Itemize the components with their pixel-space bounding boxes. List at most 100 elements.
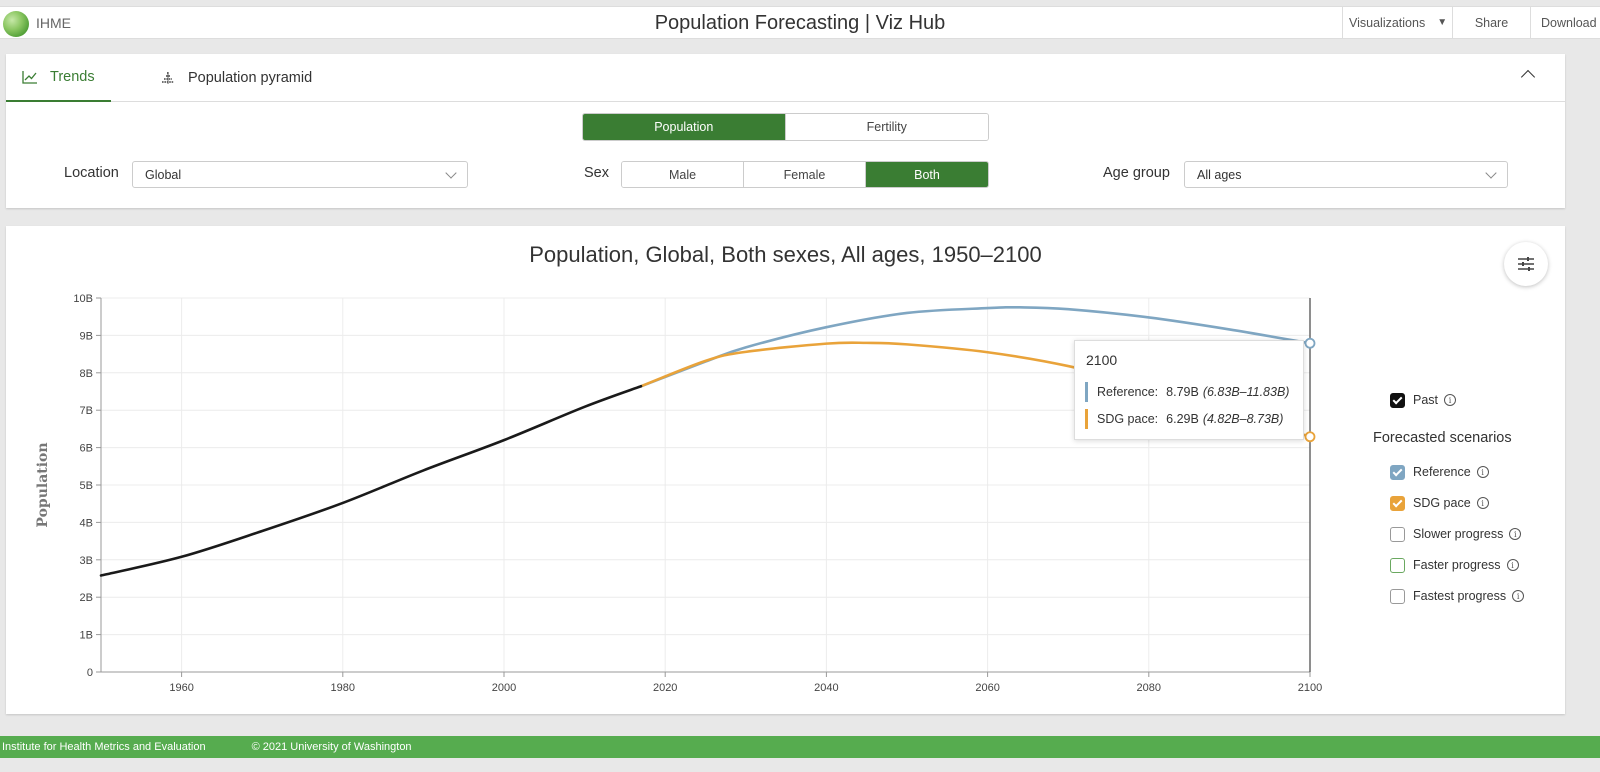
checkbox-unchecked-icon[interactable] [1390, 557, 1405, 573]
population-chart[interactable]: 0 1B 2B 3B 4B 5B 6B 7B 8B 9B 10B 1960 1980 2000 2020 20… [6, 226, 1565, 714]
tab-trends[interactable]: Trends [6, 54, 111, 102]
y-axis-label: Population [35, 442, 51, 527]
info-icon[interactable]: i [1476, 497, 1489, 509]
checkbox-checked-icon[interactable] [1390, 464, 1405, 480]
checkbox-unchecked-icon[interactable] [1390, 526, 1405, 542]
location-value: Global [145, 167, 182, 182]
top-header: IHME Population Forecasting | Viz Hub Vi… [0, 6, 1600, 39]
y-tick-label: 4B [80, 517, 93, 529]
y-tick-label: 6B [80, 443, 93, 455]
legend-past-item[interactable]: Past i [1390, 390, 1457, 410]
tooltip-reference-label: Reference: [1097, 385, 1159, 399]
download-button[interactable]: Download [1530, 7, 1600, 38]
y-tick-label: 3B [80, 555, 93, 567]
info-icon[interactable]: i [1444, 394, 1457, 406]
y-tick-label: 5B [80, 480, 93, 492]
checkbox-unchecked-icon[interactable] [1390, 588, 1405, 604]
chart-panel: Population, Global, Both sexes, All ages… [6, 226, 1565, 714]
footer-copyright: © 2021 University of Washington [251, 741, 412, 753]
chart-labels: 0 1B 2B 3B 4B 5B 6B 7B 8B 9B 10B 1960 1980 2000 2020 20… [35, 293, 1322, 694]
legend-reference-label: Reference [1413, 465, 1471, 479]
location-label: Location [64, 165, 119, 181]
legend-faster-label: Faster progress [1413, 558, 1501, 572]
hover-point-sdg-pace [1304, 431, 1316, 443]
tab-trends-label: Trends [50, 69, 95, 85]
logo-text[interactable]: IHME [36, 15, 71, 31]
y-tick-label: 1B [80, 630, 93, 642]
measure-fertility-button[interactable]: Fertility [785, 114, 988, 140]
tooltip-reference-value: 8.79B [1166, 385, 1199, 399]
legend-slower-label: Slower progress [1413, 527, 1504, 541]
x-tick-label: 2060 [975, 682, 999, 694]
tabs-row: Trends Population pyramid [6, 54, 1565, 102]
chart-settings-button[interactable] [1504, 242, 1548, 286]
info-icon[interactable]: i [1476, 466, 1489, 478]
x-tick-label: 2040 [814, 682, 838, 694]
legend-past-label: Past [1413, 393, 1439, 407]
tooltip-year: 2100 [1086, 352, 1118, 368]
x-tick-label: 1980 [331, 682, 355, 694]
measure-population-button[interactable]: Population [583, 114, 786, 140]
series-line-reference [639, 305, 1312, 388]
share-button[interactable]: Share [1452, 7, 1530, 38]
chevron-down-icon [445, 167, 457, 179]
info-icon[interactable]: i [1512, 590, 1525, 602]
chart-tooltip: 2100 Reference: 8.79B (6.83B–11.83B) SDG… [1074, 340, 1304, 440]
visualizations-menu-button[interactable]: Visualizations ▼ [1342, 7, 1452, 38]
tooltip-sdg-value: 6.29B [1166, 412, 1199, 426]
tooltip-sdg-label: SDG pace: [1097, 412, 1159, 426]
y-tick-label: 8B [80, 368, 93, 380]
sex-label: Sex [584, 165, 609, 181]
x-tick-label: 2100 [1298, 682, 1322, 694]
legend-slower-item[interactable]: Slower progress i [1390, 524, 1522, 544]
legend-fastest-label: Fastest progress [1413, 589, 1507, 603]
chart-axes [96, 297, 1311, 677]
forecast-scenarios-heading: Forecasted scenarios [1373, 430, 1512, 446]
info-icon[interactable]: i [1509, 528, 1522, 540]
measure-toggle: Population Fertility [582, 113, 989, 141]
y-tick-label: 9B [80, 330, 93, 342]
pyramid-icon [162, 72, 174, 84]
location-select[interactable]: Global [132, 161, 468, 188]
ihme-logo-icon[interactable] [3, 11, 29, 37]
line-chart-icon [22, 71, 37, 84]
chevron-down-icon [1485, 167, 1497, 179]
legend-fastest-item[interactable]: Fastest progress i [1390, 586, 1525, 606]
y-tick-label: 7B [80, 405, 93, 417]
tab-population-pyramid[interactable]: Population pyramid [160, 54, 312, 102]
x-tick-label: 2080 [1137, 682, 1161, 694]
sex-male-button[interactable]: Male [622, 162, 744, 187]
caret-down-icon: ▼ [1437, 17, 1448, 28]
tooltip-sdg-ci: (4.82B–8.73B) [1202, 412, 1284, 426]
legend-sdg-item[interactable]: SDG pace i [1390, 493, 1489, 513]
info-icon[interactable]: i [1506, 559, 1519, 571]
collapse-chevron-up-icon[interactable] [1520, 69, 1536, 85]
checkbox-checked-icon[interactable] [1390, 392, 1405, 408]
sex-toggle: Male Female Both [621, 161, 989, 188]
series-line-past [99, 384, 643, 577]
y-tick-label: 10B [73, 293, 93, 305]
header-menu: Visualizations ▼ Share Download [1342, 7, 1600, 38]
sex-both-button[interactable]: Both [866, 162, 988, 187]
hover-point-reference [1304, 337, 1316, 349]
checkbox-checked-icon[interactable] [1390, 495, 1405, 511]
tab-pyramid-label: Population pyramid [188, 70, 313, 86]
site-footer: Institute for Health Metrics and Evaluat… [0, 736, 1600, 758]
legend-sdg-label: SDG pace [1413, 496, 1471, 510]
visualizations-label: Visualizations [1349, 15, 1426, 30]
sliders-icon [1518, 257, 1534, 271]
y-tick-label: 0 [87, 667, 93, 679]
controls-panel: Trends Population pyramid Population Fer… [6, 54, 1565, 208]
x-tick-label: 2000 [492, 682, 516, 694]
legend-reference-item[interactable]: Reference i [1390, 462, 1489, 482]
x-tick-label: 1960 [169, 682, 193, 694]
age-group-value: All ages [1197, 167, 1242, 182]
age-group-select[interactable]: All ages [1184, 161, 1508, 188]
sex-female-button[interactable]: Female [744, 162, 866, 187]
chart-title: Population, Global, Both sexes, All ages… [529, 242, 1042, 267]
tooltip-reference-ci: (6.83B–11.83B) [1202, 385, 1290, 399]
legend-faster-item[interactable]: Faster progress i [1390, 555, 1519, 575]
y-tick-label: 2B [80, 592, 93, 604]
age-group-label: Age group [1103, 165, 1170, 181]
tooltip-sdg-row: SDG pace: 6.29B (4.82B–8.73B) [1085, 409, 1283, 429]
